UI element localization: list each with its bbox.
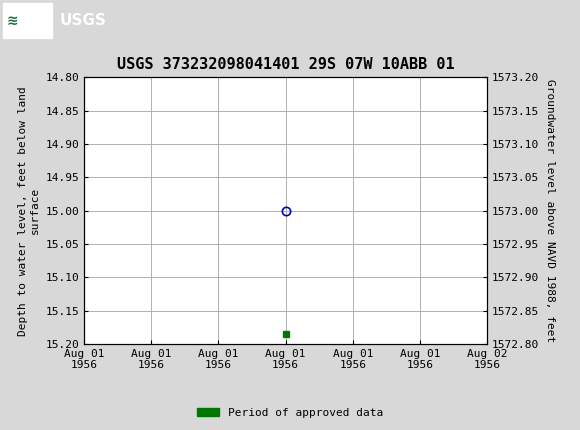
Title: USGS 373232098041401 29S 07W 10ABB 01: USGS 373232098041401 29S 07W 10ABB 01 — [117, 57, 455, 72]
Text: USGS: USGS — [59, 13, 106, 28]
Legend: Period of approved data: Period of approved data — [193, 403, 387, 422]
Text: ≋: ≋ — [7, 13, 19, 28]
FancyBboxPatch shape — [3, 3, 52, 37]
Y-axis label: Groundwater level above NAVD 1988, feet: Groundwater level above NAVD 1988, feet — [545, 79, 555, 342]
Y-axis label: Depth to water level, feet below land
surface: Depth to water level, feet below land su… — [19, 86, 40, 335]
